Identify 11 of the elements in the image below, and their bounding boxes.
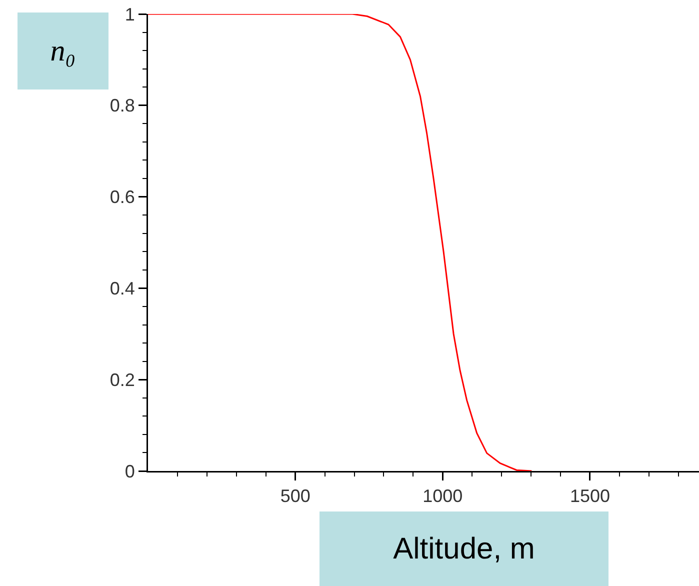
- y-tick-label: 0: [124, 461, 135, 482]
- x-tick-label: 500: [280, 486, 310, 506]
- x-tick-label: 1000: [422, 486, 463, 506]
- y-tick-label: 0.6: [110, 187, 135, 208]
- y-axis-title: n₀: [50, 34, 76, 68]
- y-tick-label: 1: [124, 4, 135, 24]
- y-tick-label: 0.8: [110, 96, 135, 116]
- x-tick-label: 1500: [570, 486, 610, 506]
- y-tick-label: 0.2: [110, 370, 135, 390]
- y-tick-label: 0.4: [110, 278, 135, 298]
- x-axis-title: Altitude, m: [393, 532, 535, 566]
